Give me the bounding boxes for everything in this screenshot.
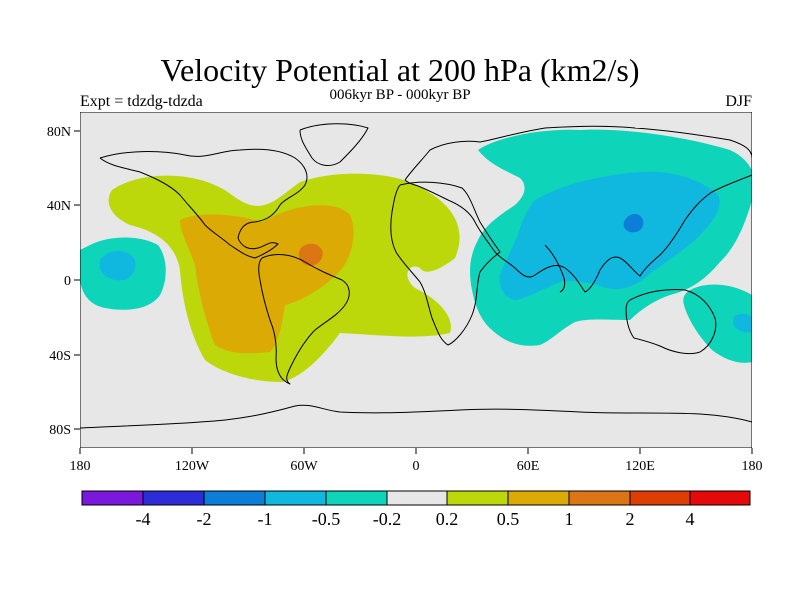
colorbar-label: -1	[258, 509, 273, 529]
y-tick-label: 40N	[47, 199, 71, 214]
negative-anomaly-region-asia	[470, 129, 752, 346]
negative-anomaly-region-new-zealand	[683, 284, 752, 363]
negative-anomaly-region-central-pacific	[80, 237, 166, 310]
colorbar-swatch	[507, 490, 570, 506]
contour-0.5-positive	[180, 205, 354, 354]
chart-subtitle: 006kyr BP - 000kyr BP	[329, 87, 471, 103]
colorbar-label: -4	[136, 509, 151, 529]
colorbar-swatch	[264, 490, 327, 506]
positive-anomaly-region	[108, 173, 460, 382]
contour-1-positive	[298, 243, 323, 266]
y-tick-label: 80N	[47, 125, 71, 140]
colorbar-swatch	[203, 490, 266, 506]
colorbar-label: 0.5	[497, 509, 520, 529]
colorbar: -4 -2 -1 -0.5 -0.2 0.2 0.5 1 2 4	[81, 490, 751, 529]
contour-1-negative-asia	[623, 214, 644, 233]
colorbar-swatch	[689, 490, 751, 506]
x-tick-label: 120W	[175, 459, 210, 474]
x-tick-label: 180	[742, 459, 763, 474]
coastline-north-america	[99, 148, 308, 259]
colorbar-label: -0.5	[312, 509, 341, 529]
map-plot-area	[80, 112, 752, 448]
colorbar-swatch	[325, 490, 388, 506]
colorbar-swatch	[386, 490, 448, 506]
colorbar-swatch	[81, 490, 144, 506]
contour-0.5-negative-nz	[733, 313, 752, 333]
contour-0.2-negative-nz	[683, 284, 752, 363]
colorbar-swatch	[142, 490, 205, 506]
coastline-antarctica	[80, 404, 752, 429]
coastline-eurasia	[404, 125, 752, 293]
colorbar-swatch	[446, 490, 509, 506]
contour-0.5-negative-asia	[499, 171, 720, 300]
colorbar-label: 4	[686, 509, 695, 529]
y-tick-label: 80S	[49, 423, 71, 438]
x-tick-label: 120E	[625, 459, 655, 474]
coastline-south-america	[258, 254, 350, 385]
colorbar-label: 0.2	[436, 509, 459, 529]
colorbar-label: 1	[565, 509, 574, 529]
x-tick-labels: 180 120W 60W 0 60E 120E 180	[70, 459, 763, 474]
colorbar-swatch	[629, 490, 691, 506]
x-tick-label: 60W	[290, 459, 318, 474]
experiment-label: Expt = tdzdg-tdzda	[80, 93, 203, 110]
contour-0.5-negative-pacific	[99, 250, 136, 281]
coastline-australia	[625, 289, 717, 355]
coastline-africa	[390, 181, 501, 346]
chart-title: Velocity Potential at 200 hPa (km2/s)	[160, 52, 640, 88]
x-tick-label: 0	[413, 459, 420, 474]
coastline-greenland	[299, 123, 369, 166]
coastlines	[80, 123, 752, 429]
colorbar-labels: -4 -2 -1 -0.5 -0.2 0.2 0.5 1 2 4	[136, 509, 695, 529]
axis-ticks	[74, 130, 753, 454]
x-tick-label: 180	[70, 459, 91, 474]
colorbar-swatch	[568, 490, 631, 506]
colorbar-label: -2	[197, 509, 212, 529]
season-label: DJF	[725, 93, 752, 110]
colorbar-label: 2	[626, 509, 635, 529]
y-tick-label: 0	[64, 274, 71, 289]
x-tick-label: 60E	[517, 459, 540, 474]
y-tick-labels: 80N 40N 0 40S 80S	[47, 125, 71, 438]
y-tick-label: 40S	[49, 349, 71, 364]
colorbar-label: -0.2	[373, 509, 402, 529]
coastline-india	[544, 244, 566, 293]
